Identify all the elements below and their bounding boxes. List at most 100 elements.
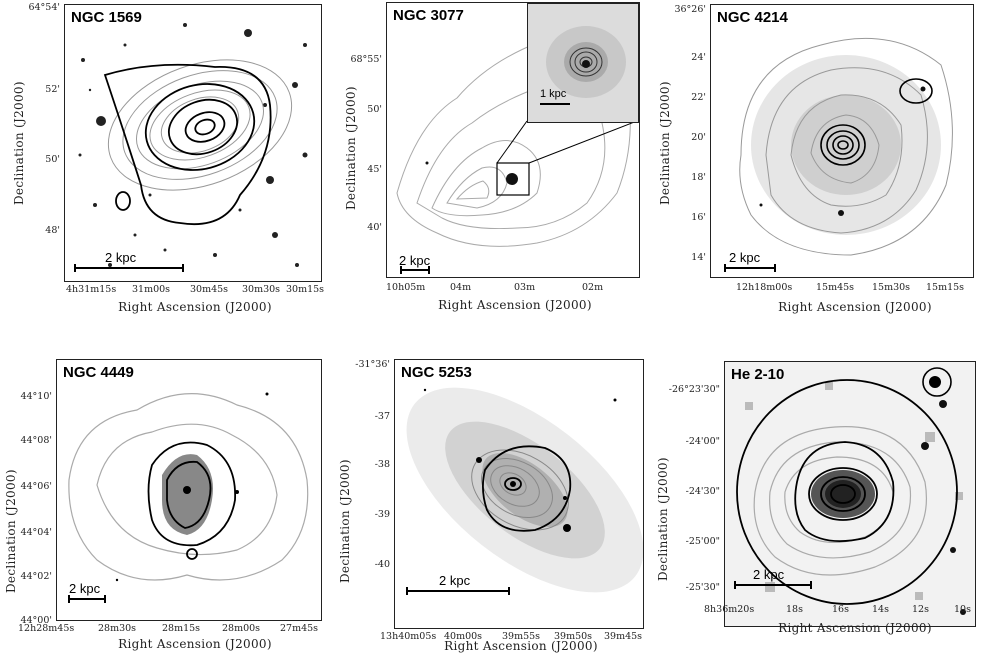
x-tick: 18s [786,604,803,615]
panel-ngc1569: NGC 1569 2 kpc 64°54' 52' 50' 48' 4h31m1… [0,0,330,320]
x-tick: 39m45s [604,631,643,642]
x-tick: 28m00s [222,623,261,634]
x-axis-label: Right Ascension (J2000) [118,637,272,651]
image-frame: 1 kpc NGC 3077 2 kpc [386,2,640,278]
x-tick: 30m45s [190,284,229,295]
x-tick: 15m15s [926,282,965,293]
x-tick: 28m30s [98,623,137,634]
inset-contours [528,4,638,122]
scale-label: 2 kpc [753,567,785,582]
y-tick: -40 [374,559,390,570]
contour-map [739,37,953,256]
x-tick: 30m15s [286,284,325,295]
x-tick: 31m00s [132,284,171,295]
image-frame: NGC 1569 2 kpc [64,4,322,282]
y-tick: 44°02' [20,571,52,582]
y-tick: -38 [374,459,390,470]
scale-bar [734,581,812,589]
x-tick: 10h05m [386,282,426,293]
x-tick: 15m45s [816,282,855,293]
x-tick: 12s [912,604,929,615]
y-tick: -25'00" [685,536,720,547]
image-frame: NGC 4214 2 kpc [710,4,974,278]
y-tick: -24'00" [685,436,720,447]
contour-map [396,42,638,247]
panel-title: He 2-10 [731,366,785,383]
panel-ngc4214: NGC 4214 2 kpc 36°26' 24' 22' 20' 18' 16… [650,0,981,320]
x-tick: 4h31m15s [66,284,117,295]
image-frame: NGC 4449 2 kpc [56,359,322,621]
y-tick: 48' [45,225,60,236]
y-tick: 40' [367,222,382,233]
y-tick: 44°00' [20,615,52,626]
scale-label: 2 kpc [69,581,101,596]
x-axis-label: Right Ascension (J2000) [444,639,598,653]
y-axis-label: Declination (J2000) [344,86,358,210]
panel-title: NGC 3077 [393,7,464,24]
scale-bar [74,264,184,272]
y-tick: 18' [691,172,706,183]
x-tick: 8h36m20s [704,604,755,615]
y-tick: 44°04' [20,527,52,538]
x-tick: 12h18m00s [736,282,793,293]
scale-bar [406,587,510,595]
x-tick: 02m [582,282,604,293]
panel-title: NGC 5253 [401,364,472,381]
y-tick: 16' [691,212,706,223]
y-tick: 64°54' [28,2,60,13]
y-axis-label: Declination (J2000) [338,459,352,583]
scale-bar [724,264,776,272]
panel-title: NGC 4449 [63,364,134,381]
x-tick: 40m00s [444,631,483,642]
x-tick: 16s [832,604,849,615]
y-tick: -37 [374,411,390,422]
panel-title: NGC 1569 [71,9,142,26]
x-tick: 39m55s [502,631,541,642]
y-tick: 36°26' [674,4,706,15]
y-tick: 68°55' [350,54,382,65]
y-axis-label: Declination (J2000) [658,81,672,205]
contour-map [68,392,309,582]
y-tick: 20' [691,132,706,143]
contour-map [725,362,975,626]
contour-map [78,23,308,267]
y-tick: -39 [374,509,390,520]
x-tick: 28m15s [162,623,201,634]
y-axis-label: Declination (J2000) [12,81,26,205]
y-tick: 44°10' [20,391,52,402]
y-tick: 24' [691,52,706,63]
y-tick: -26°23'30" [668,384,720,395]
scale-label: 2 kpc [105,250,137,265]
y-tick: 45' [367,164,382,175]
y-tick: -25'30" [685,582,720,593]
inset-zoom: 1 kpc [527,3,639,123]
scale-bar [400,266,430,274]
panel-ngc5253: NGC 5253 2 kpc -31°36' -37 -38 -39 -40 1… [330,325,650,653]
y-tick: 50' [45,154,60,165]
image-frame: He 2-10 2 kpc [724,361,976,627]
scale-label: 2 kpc [439,573,471,588]
y-tick: 52' [45,84,60,95]
panel-ngc3077: 1 kpc NGC 3077 2 kpc 68°55' 50' 45' 40' … [330,0,650,320]
scale-bar [68,595,106,603]
x-tick: 27m45s [280,623,319,634]
y-tick: -24'30" [685,486,720,497]
panel-title: NGC 4214 [717,9,788,26]
x-tick: 04m [450,282,472,293]
y-tick: -31°36' [355,359,390,370]
y-tick: 44°06' [20,481,52,492]
x-tick: 14s [872,604,889,615]
scale-label: 2 kpc [729,250,761,265]
x-tick: 10s [954,604,971,615]
y-axis-label: Declination (J2000) [4,469,18,593]
x-axis-label: Right Ascension (J2000) [118,300,272,314]
x-tick: 15m30s [872,282,911,293]
y-tick: 22' [691,92,706,103]
image-frame: NGC 5253 2 kpc [394,359,644,629]
x-tick: 39m50s [554,631,593,642]
contour-map [406,387,643,593]
scale-label: 2 kpc [399,253,431,268]
x-axis-label: Right Ascension (J2000) [778,621,932,635]
panel-he2-10: He 2-10 2 kpc -26°23'30" -24'00" -24'30"… [650,325,981,652]
x-tick: 12h28m45s [18,623,75,634]
